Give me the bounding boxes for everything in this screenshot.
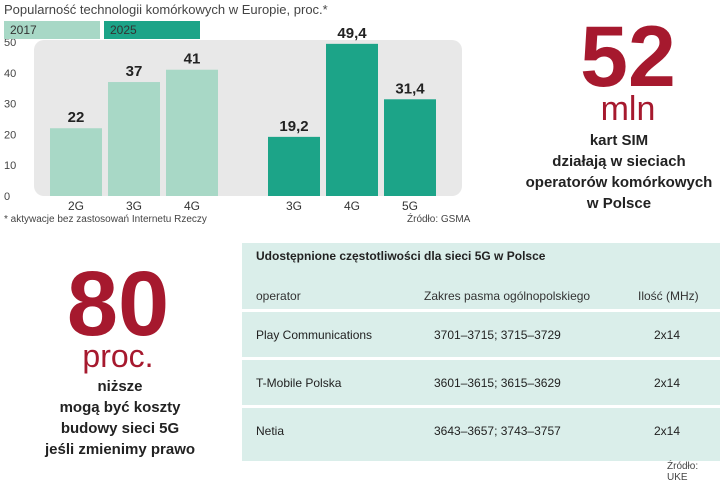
cost-desc-line: jeśli zmienimy prawo: [44, 441, 196, 458]
table-header-amount: Ilość (MHz): [638, 289, 699, 303]
y-tick-label: 20: [4, 129, 16, 141]
x-tick-label: 4G: [344, 199, 360, 213]
table-cell-operator: Netia: [256, 424, 285, 438]
bar-value-label: 19,2: [279, 118, 308, 135]
sim-desc-line: kart SIM: [589, 132, 649, 149]
cost-percent-number: 80: [66, 253, 170, 355]
table-cell-operator: T-Mobile Polska: [256, 376, 342, 390]
table-cell-operator: Play Communications: [256, 328, 373, 342]
x-tick-label: 4G: [184, 199, 200, 213]
sim-desc-line: operatorów komórkowych: [525, 174, 713, 191]
table-cell-amount: 2x14: [654, 376, 681, 390]
table-row: Play Communications 3701–3715; 3715–3729…: [242, 312, 720, 358]
bar-value-label: 22: [68, 109, 85, 126]
sim-count-description: kart SIM działają w sieciach operatorów …: [520, 130, 718, 214]
sim-desc-line: w Polsce: [586, 195, 652, 212]
legend-item-2017: 2017: [4, 21, 100, 39]
table-title: Udostępnione częstotliwości dla sieci 5G…: [256, 249, 546, 263]
cost-desc-line: niższe: [97, 378, 143, 395]
chart-title: Popularność technologii komórkowych w Eu…: [4, 2, 328, 17]
chart-source: Źródło: GSMA: [407, 214, 471, 225]
bar-2017-2G: [50, 128, 102, 196]
cost-desc-line: budowy sieci 5G: [60, 420, 180, 437]
table-cell-amount: 2x14: [654, 328, 681, 342]
table-cell-amount: 2x14: [654, 424, 681, 438]
legend-item-2025: 2025: [104, 21, 200, 39]
cost-description: niższe mogą być koszty budowy sieci 5G j…: [10, 376, 230, 460]
frequency-table: Udostępnione częstotliwości dla sieci 5G…: [242, 243, 720, 461]
cost-percent-unit: proc.: [82, 338, 154, 374]
table-cell-band: 3601–3615; 3615–3629: [434, 376, 561, 390]
bar-2025-3G: [268, 136, 320, 196]
bar-2025-4G: [326, 43, 378, 197]
y-tick-label: 50: [4, 37, 16, 49]
y-tick-label: 0: [4, 191, 10, 203]
y-tick-label: 30: [4, 99, 16, 111]
sim-count-number: 52: [580, 9, 676, 105]
x-tick-label: 2G: [68, 199, 84, 213]
legend-label-2017: 2017: [10, 23, 37, 37]
bar-value-label: 31,4: [395, 80, 425, 97]
bar-value-label: 37: [126, 63, 143, 80]
bar-2017-4G: [166, 69, 218, 196]
table-header-operator: operator: [256, 289, 301, 303]
table-divider: [242, 405, 720, 408]
bar-2017-3G: [108, 82, 160, 196]
table-divider: [242, 357, 720, 360]
chart-footnote: * aktywacje bez zastosowań Internetu Rze…: [4, 214, 207, 225]
bar-2025-5G: [384, 99, 436, 196]
x-tick-label: 3G: [286, 199, 302, 213]
bar-value-label: 41: [184, 51, 201, 68]
table-cell-band: 3643–3657; 3743–3757: [434, 424, 561, 438]
sim-count-unit: mln: [600, 90, 656, 128]
table-row: Netia 3643–3657; 3743–3757 2x14: [242, 408, 720, 454]
legend-label-2025: 2025: [110, 23, 137, 37]
x-tick-label: 5G: [402, 199, 418, 213]
sim-desc-line: działają w sieciach: [552, 153, 686, 170]
table-divider: [242, 309, 720, 312]
table-row: T-Mobile Polska 3601–3615; 3615–3629 2x1…: [242, 360, 720, 406]
x-tick-label: 3G: [126, 199, 142, 213]
table-cell-band: 3701–3715; 3715–3729: [434, 328, 561, 342]
cost-desc-line: mogą być koszty: [59, 399, 181, 416]
y-tick-label: 10: [4, 160, 16, 172]
table-header-band: Zakres pasma ogólnopolskiego: [424, 289, 591, 303]
bar-value-label: 49,4: [337, 25, 367, 42]
table-source: Źródło: UKE: [667, 461, 699, 483]
bar-chart: 0 10 20 30 40 50 22 37 41 19,2 49,4 31,4 2G 3G 4G 3G 4…: [4, 25, 462, 213]
y-tick-label: 40: [4, 68, 16, 80]
